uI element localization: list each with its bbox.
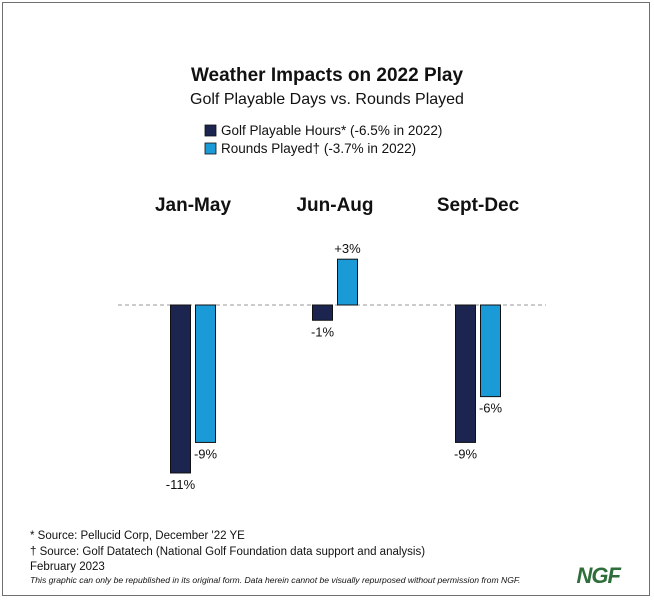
category-label-3: Sept-Dec xyxy=(437,195,520,216)
value-label-1-2: -1% xyxy=(311,324,335,339)
bar-2-2 xyxy=(337,258,358,306)
value-label-1-3: -9% xyxy=(454,446,478,461)
legend-label-2: Rounds Played† (-3.7% in 2022) xyxy=(221,141,416,156)
bar-1-2 xyxy=(312,304,333,321)
chart-title: Weather Impacts on 2022 Play xyxy=(191,65,464,86)
category-labels: Jan-May Jun-Aug Sept-Dec xyxy=(155,195,520,216)
value-label-2-1: -9% xyxy=(194,446,218,461)
legend-swatch-2 xyxy=(204,142,217,155)
bar-2-3 xyxy=(480,304,501,398)
disclaimer: This graphic can only be republished in … xyxy=(30,575,521,585)
legend-swatch-1 xyxy=(204,124,217,137)
bar-2-1 xyxy=(195,304,216,443)
footnote-source-2: † Source: Golf Datatech (National Golf F… xyxy=(30,546,426,558)
legend: Golf Playable Hours* (-6.5% in 2022) Roun… xyxy=(204,123,442,156)
footnote-source-1: * Source: Pellucid Corp, December '22 YE xyxy=(30,530,245,542)
value-label-2-3: -6% xyxy=(479,401,503,416)
bars xyxy=(170,258,501,474)
category-label-1: Jan-May xyxy=(155,195,231,216)
value-label-2-2: +3% xyxy=(334,241,361,256)
category-label-2: Jun-Aug xyxy=(296,195,373,216)
chart-subtitle: Golf Playable Days vs. Rounds Played xyxy=(190,91,464,108)
value-label-1-1: -11% xyxy=(166,477,196,492)
legend-label-1: Golf Playable Hours* (-6.5% in 2022) xyxy=(221,123,442,138)
ngf-logo: NGF xyxy=(577,563,622,588)
value-labels: -11% -9% -1% +3% -9% -6% xyxy=(166,241,503,492)
footnote-date: February 2023 xyxy=(30,561,105,573)
bar-1-1 xyxy=(170,304,191,474)
bar-1-3 xyxy=(455,304,476,443)
